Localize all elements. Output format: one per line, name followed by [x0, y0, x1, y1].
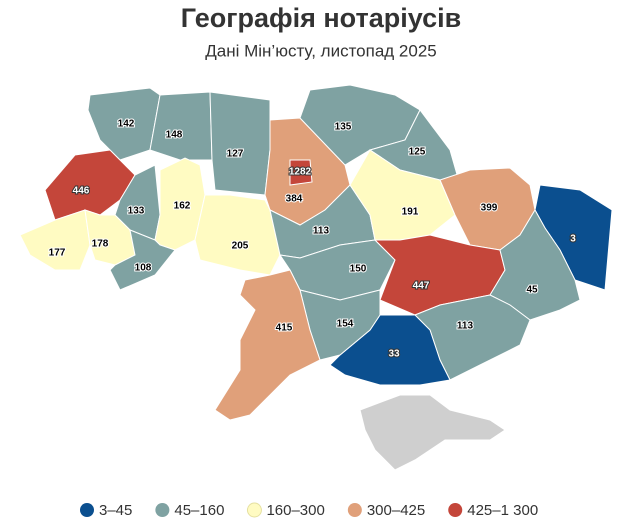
region-value: 3: [570, 234, 576, 245]
region: [149, 91, 213, 161]
legend-swatch: [80, 503, 94, 517]
region-value: 178: [92, 239, 109, 250]
region-value: 177: [49, 248, 66, 259]
region-value: 127: [227, 149, 244, 160]
region-value: 45: [526, 285, 538, 296]
region-value: 142: [118, 119, 135, 130]
legend: 3–45 45–160 160–300 300–425 425–1 300: [80, 502, 538, 519]
region-value: 384: [286, 194, 303, 205]
legend-swatch: [246, 502, 262, 518]
region-value: 113: [313, 226, 330, 237]
region: [349, 149, 456, 241]
region-value: 125: [409, 147, 426, 158]
region: [19, 209, 91, 271]
legend-swatch: [155, 503, 170, 517]
region-value: 446: [73, 186, 90, 197]
region-value: 33: [388, 349, 400, 360]
legend-label: 45–160: [174, 502, 224, 519]
region: [87, 87, 161, 161]
crimea: [359, 394, 506, 471]
labels: 142 148 127 384 135 125 446 133 162 205 177 178 108 1…: [48, 118, 578, 361]
legend-label: 160–300: [266, 502, 324, 519]
region-value: 154: [337, 319, 354, 330]
region: [194, 194, 281, 276]
region: [209, 91, 271, 196]
legend-swatch: [347, 503, 362, 517]
region-value: 399: [481, 203, 498, 214]
region-value: 135: [335, 122, 352, 133]
region-value: 150: [350, 264, 367, 275]
subtitle: Дані Мін’юсту, листопад 2025: [205, 41, 437, 60]
region: [214, 269, 321, 421]
legend-label: 425–1 300: [467, 502, 538, 519]
region-value: 205: [232, 241, 249, 252]
region-value: 113: [457, 321, 474, 332]
region-value: 133: [128, 206, 145, 217]
legend-label: 3–45: [99, 502, 132, 519]
region-value: 162: [174, 201, 191, 212]
region-value: 447: [413, 281, 430, 292]
region: [289, 159, 313, 186]
legend-label: 300–425: [367, 502, 425, 519]
title: Географія нотаріусів: [181, 3, 461, 33]
region: [154, 157, 206, 251]
region: [109, 229, 176, 291]
map: [19, 84, 613, 471]
region-value: 191: [402, 207, 419, 218]
legend-swatch: [448, 503, 463, 517]
region-value: 415: [276, 323, 293, 334]
region-value: 148: [166, 130, 183, 141]
region-value: 108: [135, 263, 152, 274]
region-value: 1282: [289, 167, 312, 178]
